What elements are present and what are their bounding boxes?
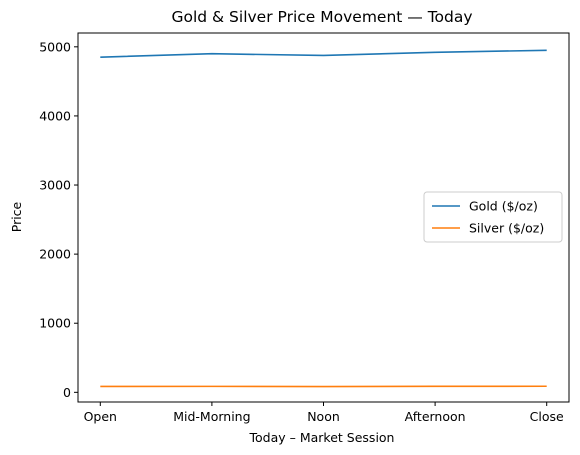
legend-label: Silver ($/oz) (469, 221, 544, 236)
legend: Gold ($/oz) Silver ($/oz) (423, 191, 563, 243)
y-axis-label: Price (9, 201, 24, 232)
y-tick-label: 4000 (39, 108, 71, 123)
y-tick-label: 1000 (39, 316, 71, 331)
x-tick-label: Close (530, 409, 564, 424)
x-tick-label: Noon (307, 409, 340, 424)
legend-label: Gold ($/oz) (469, 199, 538, 214)
legend-box (423, 191, 563, 243)
x-tick-label: Open (84, 409, 117, 424)
x-axis-label: Today – Market Session (249, 430, 395, 445)
y-tick-label: 2000 (39, 247, 71, 262)
plot-area: 0 1000 2000 3000 4000 5000 Open Mid-Morning Noon… (39, 39, 564, 424)
x-tick-label: Mid-Morning (173, 409, 250, 424)
y-tick-label: 5000 (39, 39, 71, 54)
chart-title: Gold & Silver Price Movement — Today (171, 8, 472, 26)
y-tick-label: 3000 (39, 178, 71, 193)
y-tick-label: 0 (63, 385, 71, 400)
x-tick-label: Afternoon (405, 409, 466, 424)
series-line-gold (100, 49, 547, 58)
plot-frame (77, 32, 570, 403)
